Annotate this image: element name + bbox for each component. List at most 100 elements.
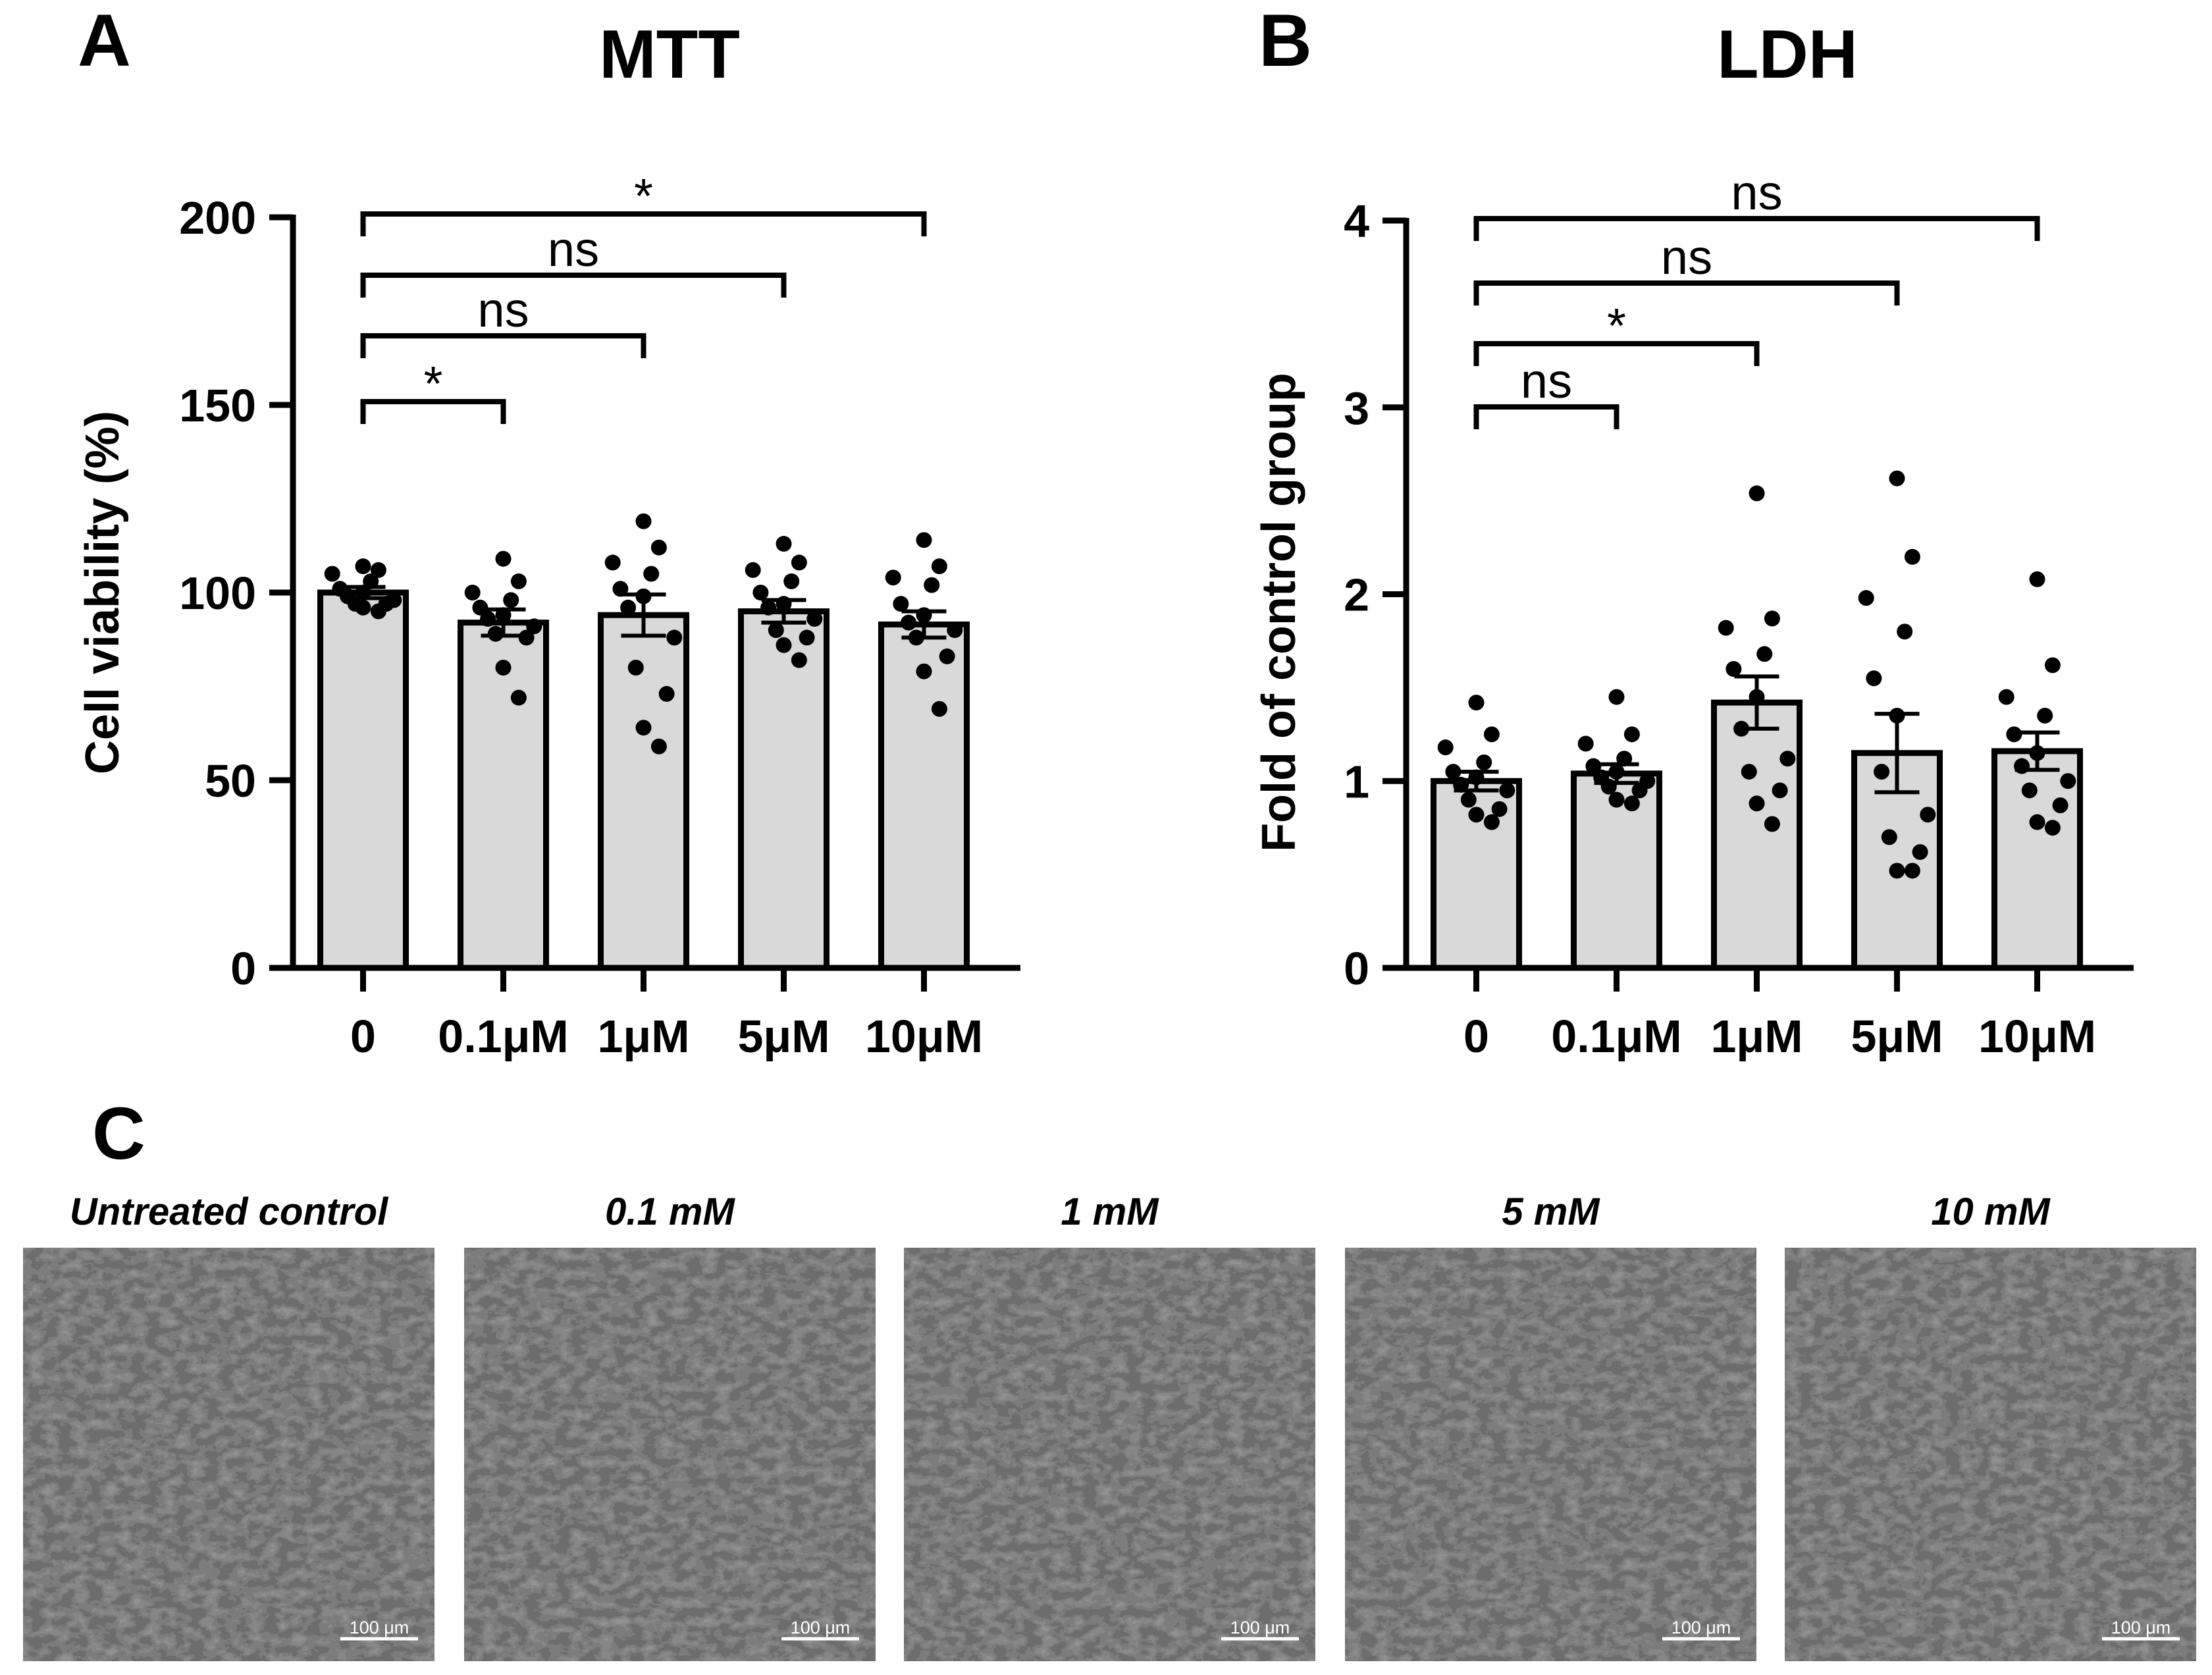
data-point xyxy=(464,585,481,600)
data-point xyxy=(1460,791,1477,808)
data-point xyxy=(1912,844,1928,861)
data-point xyxy=(1866,670,1882,687)
data-point xyxy=(776,535,792,552)
error-bar xyxy=(621,592,666,638)
data-point xyxy=(1764,610,1780,627)
significance-bracket: * xyxy=(1473,298,1760,366)
data-point xyxy=(885,570,901,586)
cell-texture xyxy=(904,1248,1315,1661)
data-point xyxy=(2021,782,2038,799)
significance-bracket: * xyxy=(360,356,506,424)
data-point xyxy=(893,596,909,612)
data-point xyxy=(1897,624,1913,640)
micrograph-panel: Untreated control 100 μm xyxy=(23,1190,434,1661)
significance-label: ns xyxy=(548,222,599,277)
scale-bar-label: 100 μm xyxy=(791,1618,851,1637)
x-tick-label: 0 xyxy=(350,1011,376,1062)
y-axis-label-mtt: Cell viability (%) xyxy=(76,411,129,774)
data-point xyxy=(658,685,675,702)
data-point xyxy=(1476,754,1492,770)
scale-bar-label: 100 μm xyxy=(1672,1618,1731,1637)
significance-label: * xyxy=(1607,298,1626,353)
data-point xyxy=(1998,689,2014,705)
bracket-line xyxy=(360,399,506,424)
bar xyxy=(1711,699,1803,971)
data-point xyxy=(1904,863,1920,879)
significance-bracket: ns xyxy=(1473,354,1620,429)
data-point xyxy=(1725,661,1742,677)
data-point xyxy=(1764,816,1780,832)
y-tick-label: 4 xyxy=(1344,196,1369,247)
significance-bracket: ns xyxy=(360,222,787,298)
micrograph-panel: 1 mM 100 μm xyxy=(904,1190,1315,1661)
x-tick-label: 0.1μM xyxy=(438,1011,568,1062)
data-point xyxy=(604,554,621,571)
x-tick-label: 1μM xyxy=(597,1011,689,1062)
data-point xyxy=(635,720,652,736)
y-axis-label-ldh: Fold of control group xyxy=(1253,373,1305,852)
data-point xyxy=(806,610,823,627)
x-tick-label: 10μM xyxy=(865,1011,983,1062)
data-point xyxy=(1608,791,1625,808)
data-point xyxy=(901,614,917,631)
micrograph-title: 10 mM xyxy=(1931,1190,2051,1233)
panel-label-b: B xyxy=(1259,0,1312,82)
error-bar xyxy=(1734,674,1779,731)
x-tick-label: 0 xyxy=(1463,1011,1489,1062)
data-point xyxy=(1874,764,1890,780)
significance-label: ns xyxy=(1731,165,1782,220)
data-point xyxy=(799,629,815,646)
y-tick-label: 2 xyxy=(1344,570,1369,621)
bracket-line xyxy=(360,273,787,298)
micrograph-panel: 0.1 mM 100 μm xyxy=(464,1190,876,1661)
data-point xyxy=(355,558,371,575)
error-bar xyxy=(481,607,526,638)
data-point xyxy=(355,599,371,616)
micrograph-title: 0.1 mM xyxy=(605,1190,735,1233)
data-point xyxy=(931,701,947,717)
data-point xyxy=(1608,689,1625,705)
y-tick-label: 0 xyxy=(230,943,256,994)
error-bar xyxy=(1454,770,1499,793)
data-point xyxy=(2037,707,2053,724)
data-point xyxy=(783,573,800,589)
bar xyxy=(1851,750,1943,971)
data-point xyxy=(627,660,644,676)
bar xyxy=(738,608,830,971)
error-bar xyxy=(2014,730,2060,772)
data-point xyxy=(1881,829,1897,845)
data-point xyxy=(480,610,496,627)
bracket-line xyxy=(360,211,927,236)
error-bar xyxy=(1594,762,1639,785)
data-point xyxy=(1585,758,1602,774)
significance-label: ns xyxy=(1521,354,1572,408)
data-point xyxy=(1858,590,1874,606)
data-point xyxy=(1483,814,1500,830)
data-point xyxy=(1904,548,1920,565)
x-tick-label: 0.1μM xyxy=(1551,1011,1681,1062)
data-point xyxy=(620,599,637,616)
significance-label: ns xyxy=(477,282,529,337)
cell-texture xyxy=(1345,1248,1756,1661)
y-tick-label: 200 xyxy=(179,192,256,244)
data-point xyxy=(2060,773,2076,789)
data-point xyxy=(1741,764,1757,780)
data-point xyxy=(370,562,386,578)
y-tick-label: 50 xyxy=(205,755,256,807)
bracket-line xyxy=(1473,280,1900,306)
data-point xyxy=(768,622,784,638)
scale-bar-label: 100 μm xyxy=(350,1618,409,1637)
data-point xyxy=(2006,726,2022,743)
data-point xyxy=(776,637,792,653)
data-point xyxy=(510,689,527,706)
significance-bracket: ns xyxy=(360,282,646,358)
data-point xyxy=(1889,470,1905,487)
x-tick-label: 1μM xyxy=(1710,1011,1803,1062)
data-point xyxy=(495,550,512,567)
data-point xyxy=(2029,814,2045,830)
cell-texture xyxy=(464,1248,876,1661)
data-point xyxy=(1749,795,1765,812)
micrograph-title: 1 mM xyxy=(1061,1190,1159,1233)
error-bar xyxy=(1874,712,1920,795)
data-point xyxy=(939,648,955,664)
